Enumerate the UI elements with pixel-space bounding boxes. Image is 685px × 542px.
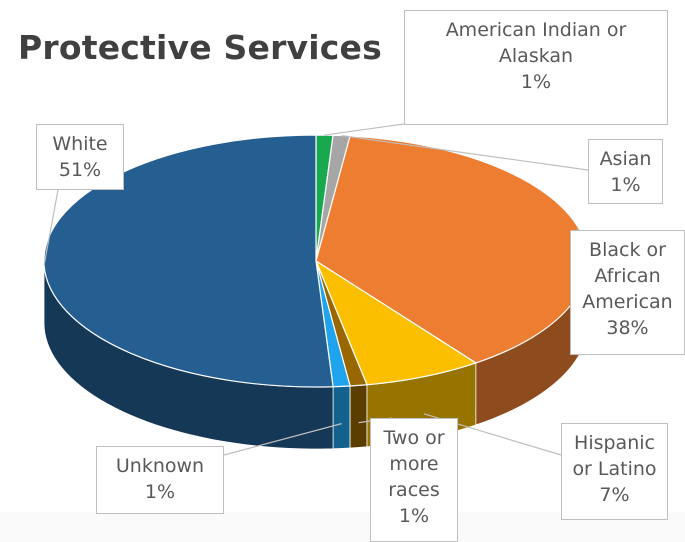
chart-title: Protective Services bbox=[18, 28, 382, 67]
callout-unknown-pct: 1% bbox=[144, 481, 176, 503]
leader-line-6 bbox=[43, 189, 59, 266]
callout-american-indian-line-2: Alaskan bbox=[498, 45, 574, 67]
callout-two-or-more: Two or more races 1% bbox=[370, 418, 458, 542]
pie-side-4 bbox=[349, 384, 368, 449]
callout-two-or-more-line-1: Two or bbox=[383, 427, 445, 449]
callout-american-indian-pct: 1% bbox=[520, 71, 552, 93]
pie-slice-3 bbox=[314, 259, 478, 386]
callout-two-or-more-pct: 1% bbox=[398, 505, 430, 527]
callout-hispanic-line-1: Hispanic bbox=[574, 432, 655, 454]
callout-asian-pct: 1% bbox=[610, 174, 641, 196]
pie-slice-6 bbox=[43, 134, 334, 388]
callout-two-or-more-line-3: races bbox=[388, 479, 440, 501]
callout-american-indian: American Indian or Alaskan 1% bbox=[404, 10, 668, 125]
callout-black: Black or African American 38% bbox=[570, 230, 685, 355]
callout-white: White 51% bbox=[36, 124, 124, 190]
callout-unknown: Unknown 1% bbox=[96, 446, 224, 514]
callout-white-line-1: White bbox=[52, 133, 108, 155]
callout-unknown-line-1: Unknown bbox=[115, 455, 205, 477]
callout-black-line-1: Black or bbox=[589, 239, 666, 261]
callout-hispanic-pct: 7% bbox=[599, 484, 630, 506]
callout-american-indian-line-1: American Indian or bbox=[445, 19, 627, 41]
callout-black-line-3: American bbox=[582, 291, 673, 313]
callout-asian-line-1: Asian bbox=[599, 148, 652, 170]
callout-hispanic-line-2: or Latino bbox=[572, 458, 657, 480]
callout-black-line-2: African bbox=[594, 265, 661, 287]
callout-black-pct: 38% bbox=[606, 317, 649, 339]
callout-hispanic: Hispanic or Latino 7% bbox=[561, 423, 668, 520]
pie-side-5 bbox=[332, 385, 351, 450]
leader-line-0 bbox=[324, 123, 405, 136]
callout-asian: Asian 1% bbox=[588, 139, 663, 204]
leader-line-5 bbox=[223, 423, 342, 456]
callout-white-pct: 51% bbox=[58, 159, 102, 181]
callout-two-or-more-line-2: more bbox=[389, 453, 439, 475]
pie-slice-2 bbox=[315, 135, 589, 364]
leader-line-1 bbox=[341, 134, 589, 171]
